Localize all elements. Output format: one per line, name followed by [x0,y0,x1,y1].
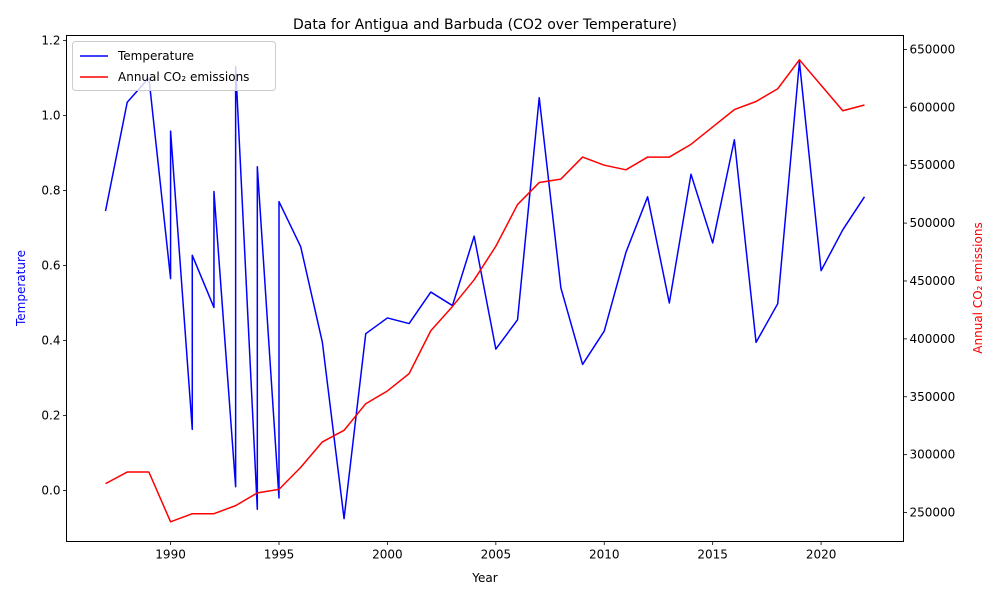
y-right-tick-label: 250000 [910,506,956,520]
x-axis-label: Year [471,571,497,585]
plot-frame [66,35,904,542]
y-left-tick-label: 0.6 [41,258,60,272]
y-right-tick-label: 550000 [910,158,956,172]
y-axis-right: 250000 300000 350000 400000 450000 500000 5500… [903,42,956,520]
x-tick-label: 2005 [481,548,512,562]
x-tick-label: 2000 [372,548,403,562]
plot-lines [104,59,866,523]
x-tick-label: 2015 [697,548,728,562]
y-right-tick-label: 450000 [910,274,956,288]
y-right-tick-label: 400000 [910,332,956,346]
y-axis-right-label: Annual CO₂ emissions [971,222,985,353]
x-tick-label: 1995 [264,548,295,562]
x-tick-label: 2020 [806,548,837,562]
x-tick-label: 2010 [589,548,620,562]
x-axis: 1990 1995 2000 2005 2010 2015 2020 [155,541,837,562]
legend: Temperature Annual CO₂ emissions [72,41,276,91]
y-left-tick-label: 0.8 [41,183,60,197]
legend-box [72,41,276,91]
chart-title: Data for Antigua and Barbuda (CO2 over T… [293,17,677,33]
y-axis-left: 0.0 0.2 0.4 0.6 0.8 1.0 1.2 [41,33,67,497]
y-left-tick-label: 0.0 [41,483,60,497]
y-right-tick-label: 300000 [910,448,956,462]
y-right-tick-label: 350000 [910,390,956,404]
series-line-co2-emissions [105,59,865,523]
legend-label-co2-emissions: Annual CO₂ emissions [118,70,249,84]
y-left-tick-label: 1.2 [41,33,60,47]
series-line-temperature [104,61,866,520]
legend-label-temperature: Temperature [117,49,194,63]
y-right-tick-label: 600000 [910,100,956,114]
x-tick-label: 1990 [155,548,186,562]
y-left-tick-label: 0.4 [41,333,60,347]
y-right-tick-label: 650000 [910,42,956,56]
y-right-tick-label: 500000 [910,216,956,230]
y-axis-left-label: Temperature [14,250,28,327]
y-left-tick-label: 1.0 [41,108,60,122]
y-left-tick-label: 0.2 [41,408,60,422]
